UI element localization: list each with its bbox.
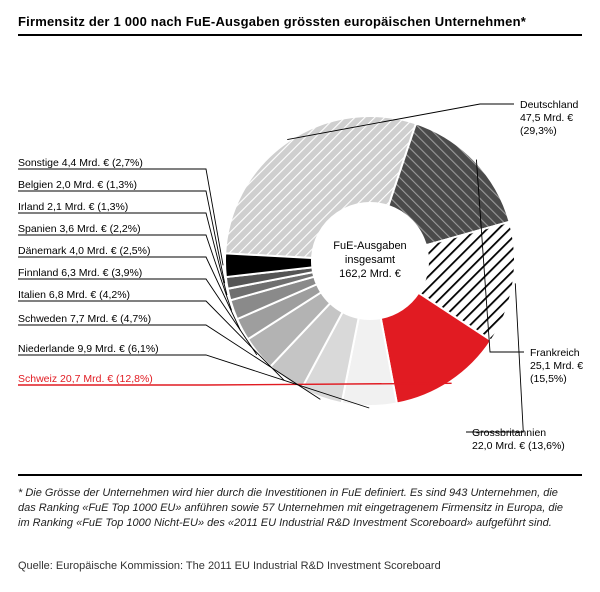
label-gb: 22,0 Mrd. € (13,6%) (472, 440, 565, 452)
label-be: Belgien 2,0 Mrd. € (1,3%) (18, 179, 137, 191)
label-fr: (15,5%) (530, 373, 567, 385)
label-it: Italien 6,8 Mrd. € (4,2%) (18, 289, 130, 301)
label-fi: Finnland 6,3 Mrd. € (3,9%) (18, 267, 142, 279)
center-text: FuE-Ausgaben (333, 240, 406, 252)
center-text: 162,2 Mrd. € (339, 268, 401, 280)
label-nl: Niederlande 9,9 Mrd. € (6,1%) (18, 343, 159, 355)
label-xx: Sonstige 4,4 Mrd. € (2,7%) (18, 157, 143, 169)
center-text: insgesamt (345, 254, 395, 266)
label-de: 47,5 Mrd. € (520, 112, 573, 124)
label-ch: Schweiz 20,7 Mrd. € (12,8%) (18, 373, 153, 385)
label-de: Deutschland (520, 99, 579, 111)
bottom-rule (18, 474, 582, 476)
page-title: Firmensitz der 1 000 nach FuE-Ausgaben g… (18, 14, 526, 29)
label-ie: Irland 2,1 Mrd. € (1,3%) (18, 201, 128, 213)
label-dk: Dänemark 4,0 Mrd. € (2,5%) (18, 245, 150, 257)
source-text: Quelle: Europäische Kommission: The 2011… (18, 560, 441, 572)
label-es: Spanien 3,6 Mrd. € (2,2%) (18, 223, 141, 235)
donut-chart: FuE-Ausgaben insgesamt 162,2 Mrd. € Schweiz… (0, 36, 600, 466)
label-se: Schweden 7,7 Mrd. € (4,7%) (18, 313, 151, 325)
label-fr: Frankreich (530, 347, 580, 359)
label-fr: 25,1 Mrd. € (530, 360, 583, 372)
footnote-text: * Die Grösse der Unternehmen wird hier d… (18, 486, 576, 531)
label-de: (29,3%) (520, 125, 557, 137)
label-gb: Grossbritannien (472, 427, 546, 439)
